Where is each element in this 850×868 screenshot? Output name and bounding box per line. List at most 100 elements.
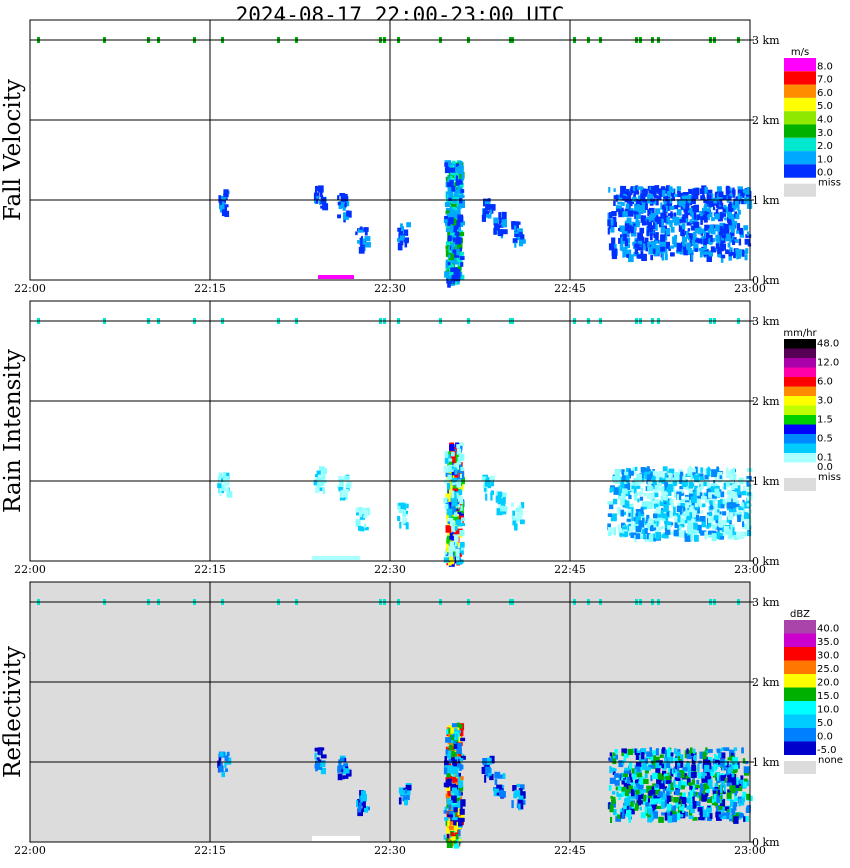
echo-cell (611, 248, 618, 257)
echo-cell (664, 812, 668, 821)
x-tick-label: 22:45 (554, 563, 586, 576)
echo-cell (645, 757, 649, 764)
echo-cell (634, 240, 637, 245)
colorbar-swatch (784, 462, 816, 472)
echo-cell (653, 200, 657, 205)
echo-cell (449, 480, 454, 488)
echo-cell (618, 796, 621, 800)
echo-cell (730, 483, 736, 491)
echo-cell (700, 228, 707, 234)
echo-cell (674, 766, 678, 771)
echo-cell (707, 779, 713, 786)
echo-cell (443, 767, 448, 775)
echo-cell (609, 752, 612, 757)
echo-cell (405, 789, 411, 796)
echo-cell (219, 199, 222, 205)
echo-cell (678, 781, 682, 789)
echo-cell (714, 213, 720, 220)
echo-cell (454, 467, 458, 475)
echo-cell (706, 232, 710, 241)
echo-cell (355, 231, 358, 236)
echo-cell (316, 187, 320, 191)
echo-cell (456, 838, 462, 843)
echo-cell (457, 214, 464, 223)
echo-cell (710, 246, 715, 253)
echo-cell (676, 765, 680, 772)
echo-cell (457, 225, 461, 231)
echo-cell (682, 243, 687, 251)
echo-cell (711, 469, 717, 478)
echo-cell (666, 800, 669, 806)
echo-cell (455, 171, 459, 179)
echo-cell (715, 811, 721, 818)
echo-cell (682, 792, 686, 801)
echo-cell (453, 534, 459, 542)
echo-cell (678, 760, 684, 768)
echo-cell (445, 553, 449, 558)
y-axis-label: Rain Intensity (0, 349, 26, 513)
echo-cell (458, 182, 461, 188)
echo-cell (708, 762, 712, 770)
echo-cell (224, 476, 229, 480)
echo-cell (720, 504, 725, 509)
echo-cell (719, 231, 722, 236)
echo-cell (726, 781, 731, 787)
echo-cell (453, 740, 457, 745)
echo-cell (635, 782, 639, 788)
echo-cell (670, 498, 674, 506)
echo-cell (447, 175, 450, 182)
echo-cell (220, 762, 223, 767)
echo-cell (444, 756, 448, 761)
echo-cell (223, 206, 227, 213)
echo-cell (458, 232, 465, 236)
echo-cell (639, 764, 643, 772)
echo-cell (317, 185, 322, 191)
echo-cell (445, 750, 452, 758)
echo-cell (459, 484, 464, 491)
echo-cell (633, 225, 636, 233)
echo-cell (627, 514, 632, 522)
echo-cell (690, 496, 697, 504)
echo-cell (643, 778, 649, 784)
plot-frame (29, 19, 751, 281)
echo-cell (444, 806, 448, 814)
echo-cell (624, 484, 628, 491)
echo-cell (617, 524, 620, 529)
echo-cell (627, 225, 631, 234)
echo-cell (608, 785, 612, 791)
echo-cell (723, 526, 729, 531)
echo-cell (457, 730, 461, 734)
echo-cell (642, 202, 646, 211)
echo-cell (447, 221, 451, 227)
echo-cell (654, 756, 660, 761)
echo-cell (641, 215, 647, 221)
echo-cell (615, 813, 618, 818)
echo-cell (729, 193, 733, 198)
echo-cell (727, 809, 730, 813)
echo-cell (635, 526, 642, 533)
echo-cell (737, 535, 744, 540)
echo-cell (641, 528, 646, 534)
echo-cell (693, 748, 696, 754)
echo-cell (631, 485, 635, 489)
echo-cell (705, 747, 708, 752)
echo-cell (458, 818, 463, 827)
echo-cell (319, 189, 323, 197)
echo-cell (694, 229, 698, 234)
echo-cell (666, 484, 673, 492)
echo-cell (728, 534, 734, 538)
echo-cell (451, 256, 457, 264)
echo-cell (490, 479, 494, 487)
echo-cell (692, 193, 697, 199)
echo-cell (342, 775, 345, 780)
echo-cell (624, 523, 627, 527)
echo-cell (716, 466, 719, 475)
echo-cell (650, 219, 654, 223)
echo-cell (616, 208, 621, 212)
echo-cell (695, 801, 701, 806)
echo-cell (665, 196, 669, 202)
echo-cell (696, 214, 700, 220)
echo-cell (641, 501, 647, 507)
echo-cell (721, 228, 727, 236)
